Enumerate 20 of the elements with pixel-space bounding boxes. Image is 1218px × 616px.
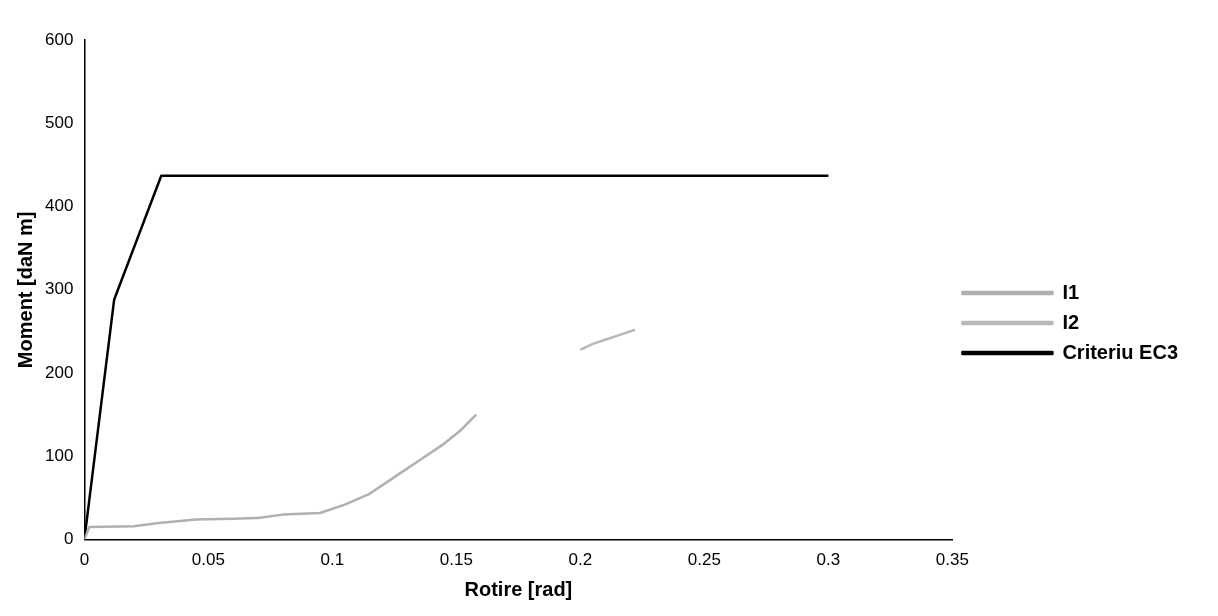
legend-label: I1 — [1062, 280, 1080, 303]
x-tick-label: 0.05 — [191, 550, 225, 570]
y-axis-title: Moment [daN m] — [13, 211, 36, 369]
x-tick-label: 0.15 — [439, 550, 473, 570]
y-tick-label: 100 — [44, 446, 74, 466]
y-tick-label: 0 — [63, 529, 74, 549]
y-tick-label: 200 — [44, 362, 74, 382]
legend-label: I2 — [1062, 310, 1080, 333]
y-tick-label: 400 — [44, 196, 74, 216]
y-tick-label: 300 — [44, 279, 74, 299]
x-axis-title: Rotire [rad] — [464, 577, 573, 600]
legend-label: Criteriu EC3 — [1062, 340, 1179, 363]
x-tick-label: 0 — [79, 550, 90, 570]
x-tick-label: 0.2 — [568, 550, 593, 570]
x-tick-label: 0.35 — [935, 550, 969, 570]
y-tick-label: 500 — [44, 112, 74, 132]
y-tick-label: 600 — [44, 29, 74, 49]
x-tick-label: 0.3 — [816, 550, 841, 570]
x-tick-label: 0.1 — [320, 550, 345, 570]
x-tick-label: 0.25 — [687, 550, 721, 570]
